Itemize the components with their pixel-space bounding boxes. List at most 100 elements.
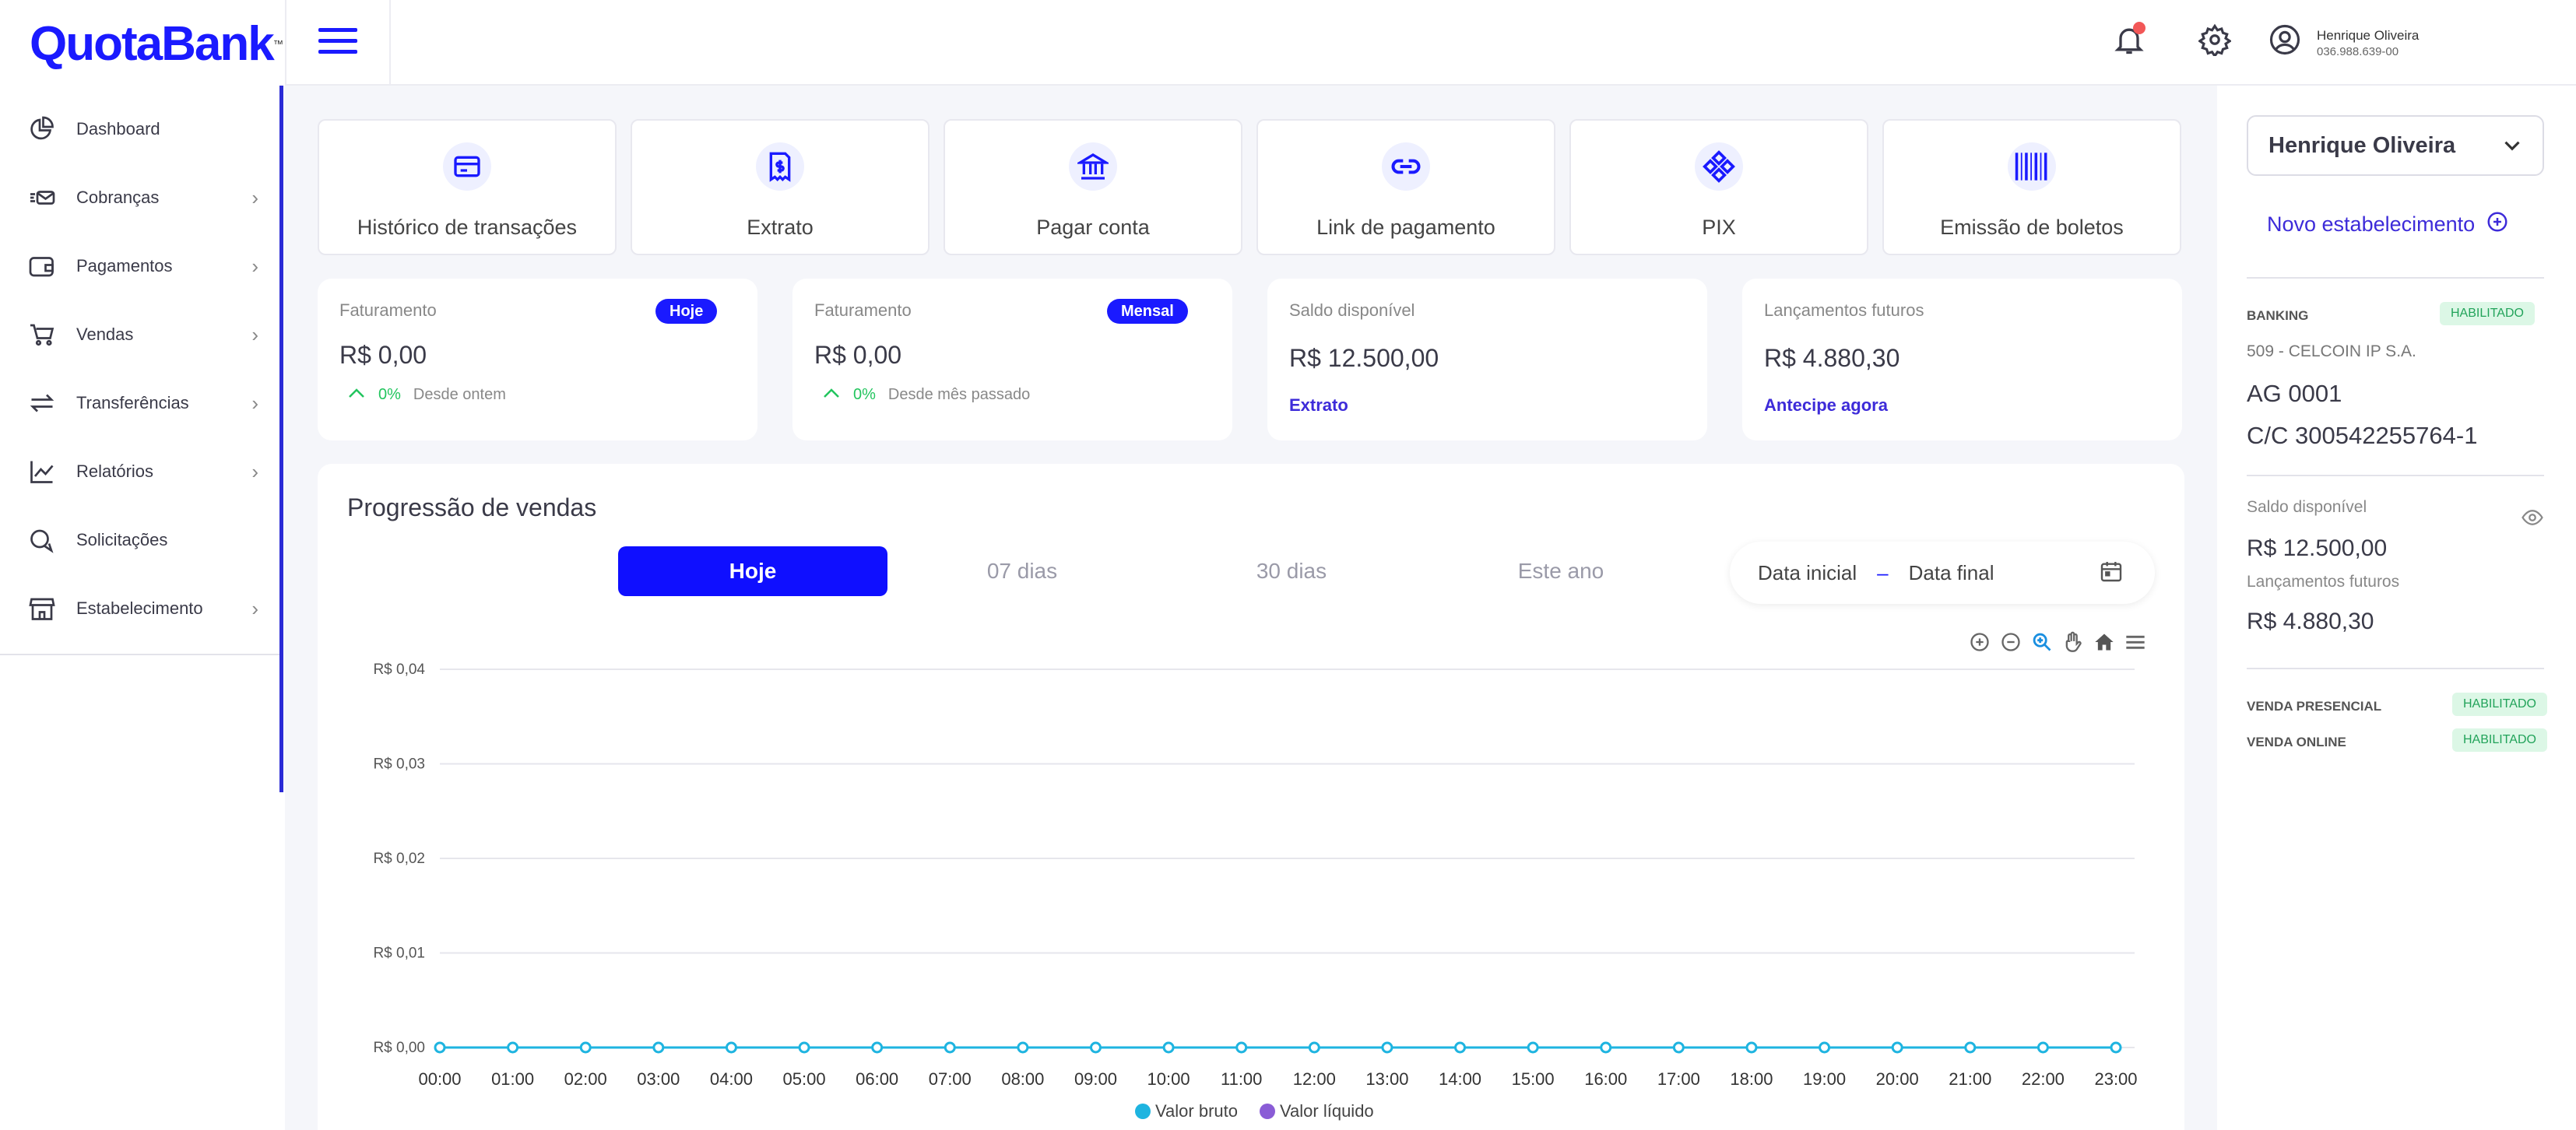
x-tick-label: 16:00 [1584, 1069, 1627, 1089]
gear-icon [2197, 23, 2233, 60]
x-tick-label: 10:00 [1147, 1069, 1190, 1089]
billing-icon [26, 182, 58, 213]
sidebar-item-label: Dashboard [76, 119, 160, 139]
zoom-in-icon[interactable] [1966, 629, 1993, 655]
top-header: Henrique Oliveira 036.988.639-00 [285, 0, 2576, 86]
venda-online-badge: HABILITADO [2452, 728, 2547, 752]
pan-hand-icon[interactable] [2060, 629, 2086, 655]
calendar-icon[interactable] [2099, 559, 2124, 589]
legend-label: Valor líquido [1280, 1101, 1374, 1121]
plus-circle-icon [2486, 210, 2509, 239]
action-card-extrato[interactable]: Extrato [631, 119, 930, 255]
action-card-label: Pagar conta [1036, 216, 1150, 239]
bank-name: 509 - CELCOIN IP S.A. [2247, 342, 2416, 360]
y-tick-label: R$ 0,04 [373, 662, 425, 678]
antecipe-agora-link[interactable]: Antecipe agora [1764, 395, 1888, 415]
chevron-right-icon: › [251, 185, 258, 209]
sidebar-item-transferencias[interactable]: Transferências › [0, 369, 285, 437]
eye-icon[interactable] [2521, 506, 2544, 533]
logo[interactable]: QuotaBank ™ [0, 0, 285, 87]
action-card-label: Link de pagamento [1316, 216, 1495, 239]
banking-status-badge: HABILITADO [2440, 302, 2535, 325]
bell-icon [2112, 22, 2146, 61]
date-range-picker[interactable]: Data inicial – Data final [1730, 542, 2155, 604]
tab-hoje[interactable]: Hoje [618, 546, 887, 596]
action-card-link-pagamento[interactable]: Link de pagamento [1256, 119, 1555, 255]
data-point [1745, 1041, 1758, 1054]
stat-trend: 0% Desde ontem [347, 386, 506, 404]
notifications-button[interactable] [2110, 22, 2149, 61]
action-card-label: Extrato [747, 216, 814, 239]
stat-title: Faturamento [339, 300, 437, 320]
chevron-right-icon: › [251, 459, 258, 483]
chat-bubbles-icon [26, 525, 58, 556]
sales-line-chart: R$ 0,04 R$ 0,03 R$ 0,02 R$ 0,01 R$ 0,00 00:00… [373, 662, 2137, 1121]
tab-30-dias[interactable]: 30 dias [1256, 559, 1327, 583]
x-tick-label: 03:00 [637, 1069, 680, 1089]
chart-title: Progressão de vendas [347, 493, 597, 521]
selection-zoom-icon[interactable] [2029, 629, 2055, 655]
user-profile-button[interactable] [2265, 22, 2304, 61]
sidebar-item-dashboard[interactable]: Dashboard [0, 95, 285, 163]
sidebar-item-estabelecimento[interactable]: Estabelecimento › [0, 574, 285, 643]
right-account-panel: Henrique Oliveira Novo estabelecimento B… [2217, 86, 2576, 1130]
action-card-pagar-conta[interactable]: Pagar conta [944, 119, 1242, 255]
sidebar-item-solicitacoes[interactable]: Solicitações [0, 506, 285, 574]
x-tick-label: 18:00 [1730, 1069, 1773, 1089]
legend-label: Valor bruto [1155, 1101, 1238, 1121]
future-label: Lançamentos futuros [2247, 573, 2400, 591]
date-start-field[interactable]: Data inicial [1758, 560, 1857, 584]
stat-card-saldo-disponivel: Saldo disponível R$ 12.500,00 Extrato [1267, 279, 1707, 440]
user-circle-icon [2268, 23, 2301, 60]
sidebar-item-vendas[interactable]: Vendas › [0, 300, 285, 369]
action-card-label: Emissão de boletos [1940, 216, 2124, 239]
card-icon [443, 142, 491, 191]
stat-value: R$ 0,00 [339, 341, 427, 369]
logo-text: QuotaBank [30, 16, 275, 71]
establishment-select[interactable]: Henrique Oliveira [2247, 115, 2544, 176]
venda-presencial-label: VENDA PRESENCIAL [2247, 699, 2382, 714]
new-establishment-link[interactable]: Novo estabelecimento [2267, 210, 2509, 239]
data-point [1162, 1041, 1175, 1054]
header-user-document: 036.988.639-00 [2317, 45, 2399, 58]
data-point [871, 1041, 884, 1054]
pix-icon [1695, 142, 1743, 191]
chart-toolbar [1966, 629, 2149, 655]
future-value: R$ 4.880,30 [2247, 609, 2374, 634]
transfer-arrows-icon [26, 388, 58, 419]
cart-icon [26, 319, 58, 350]
hamburger-icon [318, 26, 357, 58]
x-tick-label: 12:00 [1293, 1069, 1336, 1089]
zoom-out-icon[interactable] [1998, 629, 2024, 655]
banking-label: BANKING [2247, 308, 2309, 323]
action-card-pix[interactable]: PIX [1569, 119, 1868, 255]
stat-trend: 0% Desde mês passado [822, 386, 1030, 404]
chart-menu-icon[interactable] [2122, 629, 2149, 655]
venda-presencial-badge: HABILITADO [2452, 693, 2547, 716]
barcode-icon [2008, 142, 2056, 191]
receipt-icon [756, 142, 804, 191]
action-card-historico[interactable]: Histórico de transações [318, 119, 617, 255]
tab-07-dias[interactable]: 07 dias [986, 559, 1058, 583]
link-icon [1382, 142, 1430, 191]
trend-since: Desde ontem [413, 386, 506, 403]
date-end-field[interactable]: Data final [1908, 560, 1994, 584]
sidebar-item-relatorios[interactable]: Relatórios › [0, 437, 285, 506]
bank-icon [1069, 142, 1117, 191]
tab-este-ano[interactable]: Este ano [1517, 559, 1604, 583]
reset-home-icon[interactable] [2091, 629, 2117, 655]
data-point [579, 1041, 592, 1054]
menu-toggle-button[interactable] [286, 0, 391, 84]
sidebar-item-cobrancas[interactable]: Cobranças › [0, 163, 285, 232]
sidebar-item-pagamentos[interactable]: Pagamentos › [0, 232, 285, 300]
account-number: C/C 300542255764-1 [2247, 422, 2478, 449]
stat-value: R$ 12.500,00 [1289, 344, 1439, 372]
settings-button[interactable] [2195, 22, 2234, 61]
data-point [1381, 1041, 1393, 1054]
store-icon [26, 593, 58, 624]
date-separator: – [1877, 560, 1889, 584]
extrato-link[interactable]: Extrato [1289, 395, 1348, 415]
header-user-name[interactable]: Henrique Oliveira [2317, 28, 2420, 43]
action-card-emissao-boletos[interactable]: Emissão de boletos [1882, 119, 2181, 255]
sales-progress-panel: R$ 0,04 R$ 0,03 R$ 0,02 R$ 0,01 R$ 0,00 00:00… [318, 464, 2184, 1130]
